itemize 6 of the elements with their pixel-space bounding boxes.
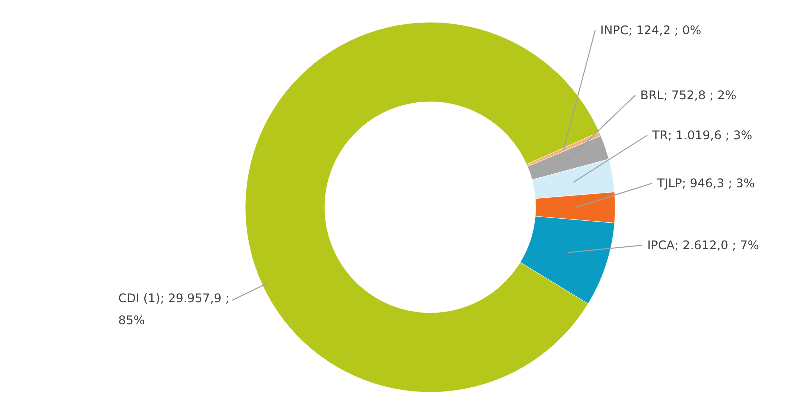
slice-label: IPCA; 2.612,0 ; 7% [648, 238, 760, 252]
slice-label: TR; 1.019,6 ; 3% [652, 128, 753, 142]
slice-label: BRL; 752,8 ; 2% [640, 88, 737, 102]
slice-label: CDI (1); 29.957,9 ; 85% [118, 292, 230, 328]
slice-label: INPC; 124,2 ; 0% [600, 24, 702, 38]
slice-label: TJLP; 946,3 ; 3% [656, 176, 756, 190]
